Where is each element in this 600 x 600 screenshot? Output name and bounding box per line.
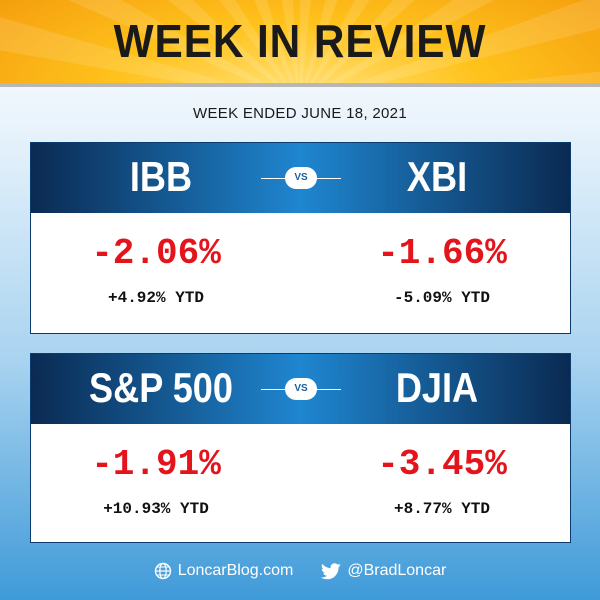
banner-divider <box>0 83 600 87</box>
card-header: S&P 500 VS DJIA <box>31 354 570 424</box>
comparison-card-indices: S&P 500 VS DJIA -1.91% -3.45% +10.93% YT… <box>30 353 571 543</box>
week-ended-label: WEEK ENDED JUNE 18, 2021 <box>193 105 407 122</box>
weekly-change-left: -1.91% <box>91 444 221 485</box>
weekly-change-left: -2.06% <box>91 233 221 274</box>
website-text: LoncarBlog.com <box>177 562 294 579</box>
ticker-right: XBI <box>406 153 468 200</box>
weekly-change-right: -1.66% <box>377 233 507 274</box>
ytd-left: +10.93% YTD <box>103 500 209 518</box>
page-title: WEEK IN REVIEW <box>113 15 487 67</box>
header-banner: WEEK IN REVIEW <box>0 0 600 86</box>
vs-badge: VS <box>285 167 317 189</box>
twitter-handle: @BradLoncar <box>347 562 447 579</box>
globe-icon <box>154 562 171 580</box>
card-header: IBB VS XBI <box>31 143 570 213</box>
footer: LoncarBlog.com @BradLoncar <box>0 559 600 583</box>
comparison-card-biotech: IBB VS XBI -2.06% -1.66% +4.92% YTD -5.0… <box>30 142 571 334</box>
website-link[interactable]: LoncarBlog.com <box>154 562 294 580</box>
ytd-right: -5.09% YTD <box>393 289 490 307</box>
ytd-left: +4.92% YTD <box>107 289 204 307</box>
ytd-right: +8.77% YTD <box>393 500 490 518</box>
ticker-left: IBB <box>129 153 193 200</box>
weekly-change-right: -3.45% <box>377 444 507 485</box>
ticker-right: DJIA <box>395 364 479 411</box>
vs-badge: VS <box>285 378 317 400</box>
twitter-link[interactable]: @BradLoncar <box>321 562 446 580</box>
ticker-left: S&P 500 <box>89 364 233 411</box>
twitter-bird-icon <box>321 562 341 579</box>
